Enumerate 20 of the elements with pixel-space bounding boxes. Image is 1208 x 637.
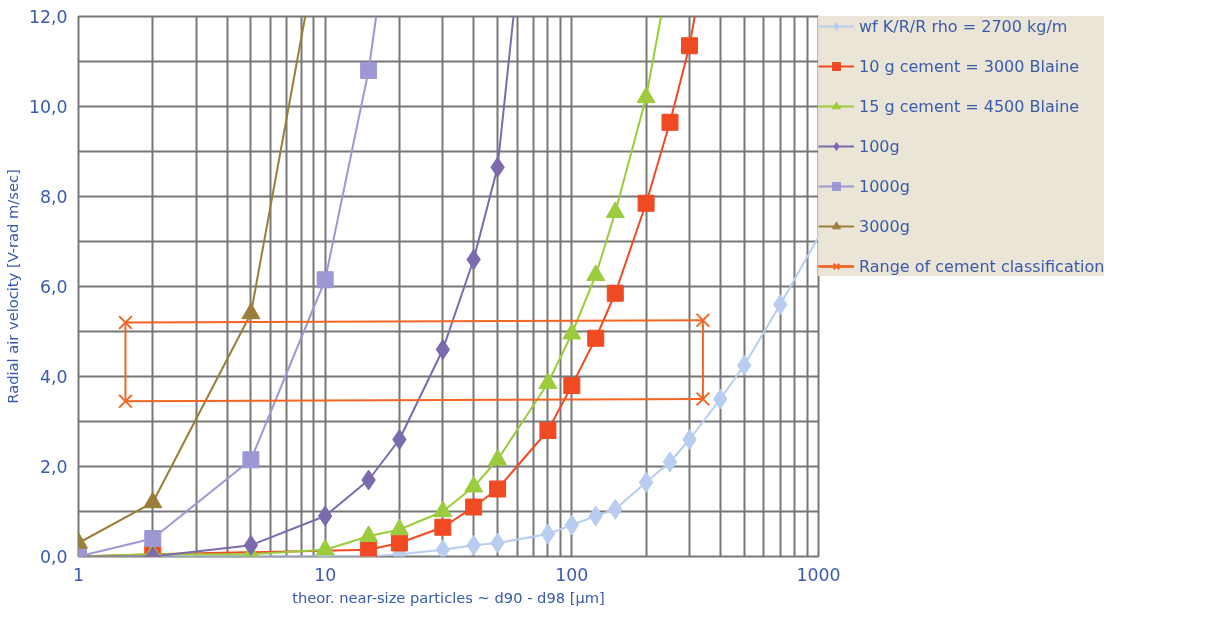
y-tick-label: 2,0 bbox=[39, 457, 68, 477]
legend-label: wf K/R/R rho = 2700 kg/m bbox=[859, 16, 1068, 36]
x-tick-label: 10 bbox=[314, 564, 337, 585]
x-tick-label: 1000 bbox=[796, 564, 841, 585]
y-tick-label: 6,0 bbox=[39, 277, 68, 297]
legend-label: 1000g bbox=[859, 176, 910, 196]
legend-label: Range of cement classification bbox=[859, 256, 1105, 276]
x-axis-title: theor. near-size particles ~ d90 - d98 [µm] bbox=[292, 588, 605, 606]
legend-label: 15 g cement = 4500 Blaine bbox=[859, 96, 1080, 116]
y-axis-title: Radial air velocity [V-rad m/sec] bbox=[3, 169, 21, 404]
y-tick-label: 12,0 bbox=[28, 7, 68, 27]
y-tick-label: 10,0 bbox=[28, 97, 68, 117]
x-tick-label: 100 bbox=[555, 564, 589, 585]
y-tick-label: 0,0 bbox=[39, 547, 68, 567]
y-tick-label: 4,0 bbox=[39, 367, 68, 387]
legend-label: 10 g cement = 3000 Blaine bbox=[859, 56, 1080, 76]
y-tick-label: 8,0 bbox=[39, 187, 68, 207]
legend-label: 3000g bbox=[859, 216, 910, 236]
x-tick-label: 1 bbox=[72, 564, 85, 585]
legend-label: 100g bbox=[859, 136, 900, 156]
